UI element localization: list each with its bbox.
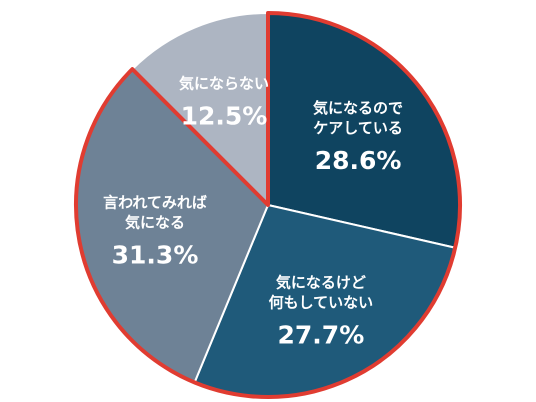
slice-label-line: 気にならない: [179, 74, 269, 92]
slice-label: 言われてみれば気になる: [103, 193, 207, 231]
slice-label-line: 気になるので: [313, 99, 403, 117]
value-label: 28.6%: [315, 146, 402, 175]
slice-label-line: 言われてみれば: [103, 193, 207, 211]
slice-label: 気になるのでケアしている: [313, 99, 403, 137]
pie-slice: [130, 11, 269, 208]
slice-label-line: 気になる: [125, 213, 185, 231]
slice-label-line: 気になるけど: [276, 273, 366, 291]
value-label: 12.5%: [181, 102, 268, 131]
value-label: 27.7%: [278, 320, 365, 349]
slice-label: 気にならない: [179, 74, 269, 92]
slice-label: 気になるけど何もしていない: [269, 273, 374, 311]
slice-label-line: 何もしていない: [269, 293, 374, 311]
value-label: 31.3%: [112, 240, 199, 269]
slice-label-line: ケアしている: [313, 119, 403, 137]
highlight-outline: [74, 11, 462, 399]
